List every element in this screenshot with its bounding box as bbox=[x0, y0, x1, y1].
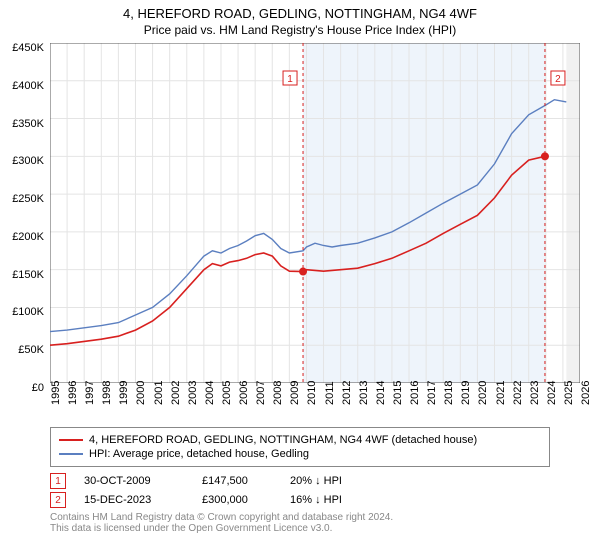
y-tick-label: £350K bbox=[12, 118, 44, 130]
x-tick-label: 1997 bbox=[84, 381, 96, 405]
marker-date: 30-OCT-2009 bbox=[84, 475, 184, 487]
x-tick-label: 2000 bbox=[135, 381, 147, 405]
legend-label: 4, HEREFORD ROAD, GEDLING, NOTTINGHAM, N… bbox=[89, 434, 477, 446]
legend: 4, HEREFORD ROAD, GEDLING, NOTTINGHAM, N… bbox=[50, 427, 550, 467]
marker-price: £147,500 bbox=[202, 475, 272, 487]
y-tick-label: £100K bbox=[12, 306, 44, 318]
x-tick-label: 2011 bbox=[324, 381, 336, 405]
x-tick-label: 2007 bbox=[255, 381, 267, 405]
x-tick-label: 2003 bbox=[187, 381, 199, 405]
x-tick-label: 2001 bbox=[153, 381, 165, 405]
y-tick-label: £300K bbox=[12, 155, 44, 167]
x-tick-label: 2004 bbox=[204, 381, 216, 405]
x-tick-label: 2005 bbox=[221, 381, 233, 405]
x-tick-label: 2022 bbox=[512, 381, 524, 405]
x-tick-label: 2026 bbox=[580, 381, 592, 405]
chart-subtitle: Price paid vs. HM Land Registry's House … bbox=[0, 21, 600, 43]
y-tick-label: £50K bbox=[18, 344, 44, 356]
x-tick-label: 2018 bbox=[443, 381, 455, 405]
x-tick-label: 2025 bbox=[563, 381, 575, 405]
y-tick-label: £450K bbox=[12, 42, 44, 54]
x-tick-label: 2010 bbox=[306, 381, 318, 405]
chart-container: 4, HEREFORD ROAD, GEDLING, NOTTINGHAM, N… bbox=[0, 0, 600, 560]
x-tick-label: 2024 bbox=[546, 381, 558, 405]
x-tick-label: 2017 bbox=[426, 381, 438, 405]
x-tick-label: 2016 bbox=[409, 381, 421, 405]
x-tick-label: 2012 bbox=[341, 381, 353, 405]
x-tick-label: 2014 bbox=[375, 381, 387, 405]
y-tick-label: £150K bbox=[12, 269, 44, 281]
footer-line-2: This data is licensed under the Open Gov… bbox=[50, 523, 550, 534]
x-tick-label: 1998 bbox=[101, 381, 113, 405]
marker-row: 1 30-OCT-2009 £147,500 20% ↓ HPI bbox=[50, 473, 550, 489]
legend-label: HPI: Average price, detached house, Gedl… bbox=[89, 448, 309, 460]
svg-text:1: 1 bbox=[287, 74, 293, 85]
x-tick-label: 2021 bbox=[495, 381, 507, 405]
marker-badge: 2 bbox=[50, 492, 66, 508]
x-tick-label: 2023 bbox=[529, 381, 541, 405]
x-tick-label: 2020 bbox=[477, 381, 489, 405]
marker-delta: 16% ↓ HPI bbox=[290, 494, 370, 506]
marker-badge: 1 bbox=[50, 473, 66, 489]
x-tick-label: 2009 bbox=[289, 381, 301, 405]
y-tick-label: £250K bbox=[12, 193, 44, 205]
marker-row: 2 15-DEC-2023 £300,000 16% ↓ HPI bbox=[50, 492, 550, 508]
legend-item: 4, HEREFORD ROAD, GEDLING, NOTTINGHAM, N… bbox=[59, 434, 541, 446]
footer-line-1: Contains HM Land Registry data © Crown c… bbox=[50, 512, 550, 523]
y-tick-label: £400K bbox=[12, 80, 44, 92]
marker-price: £300,000 bbox=[202, 494, 272, 506]
footer-attribution: Contains HM Land Registry data © Crown c… bbox=[50, 512, 550, 534]
x-tick-label: 1996 bbox=[67, 381, 79, 405]
legend-swatch bbox=[59, 453, 83, 455]
y-tick-label: £200K bbox=[12, 231, 44, 243]
x-tick-label: 2006 bbox=[238, 381, 250, 405]
x-tick-label: 2008 bbox=[272, 381, 284, 405]
y-axis-labels: £0£50K£100K£150K£200K£250K£300K£350K£400… bbox=[0, 48, 48, 388]
marker-delta: 20% ↓ HPI bbox=[290, 475, 370, 487]
x-tick-label: 1999 bbox=[118, 381, 130, 405]
x-tick-label: 1995 bbox=[50, 381, 62, 405]
x-axis-labels: 1995 1996 1997 1998 1999 2000 2001 2002 2003 2004… bbox=[50, 383, 580, 423]
legend-swatch bbox=[59, 439, 83, 441]
legend-item: HPI: Average price, detached house, Gedl… bbox=[59, 448, 541, 460]
x-tick-label: 2015 bbox=[392, 381, 404, 405]
chart-plot-area: 12 bbox=[50, 43, 580, 383]
x-tick-label: 2013 bbox=[358, 381, 370, 405]
marker-annotations: 1 30-OCT-2009 £147,500 20% ↓ HPI 2 15-DEC-202… bbox=[50, 473, 550, 508]
svg-text:2: 2 bbox=[555, 74, 561, 85]
x-tick-label: 2019 bbox=[460, 381, 472, 405]
chart-title: 4, HEREFORD ROAD, GEDLING, NOTTINGHAM, N… bbox=[0, 0, 600, 21]
marker-date: 15-DEC-2023 bbox=[84, 494, 184, 506]
y-tick-label: £0 bbox=[32, 382, 44, 394]
x-tick-label: 2002 bbox=[170, 381, 182, 405]
